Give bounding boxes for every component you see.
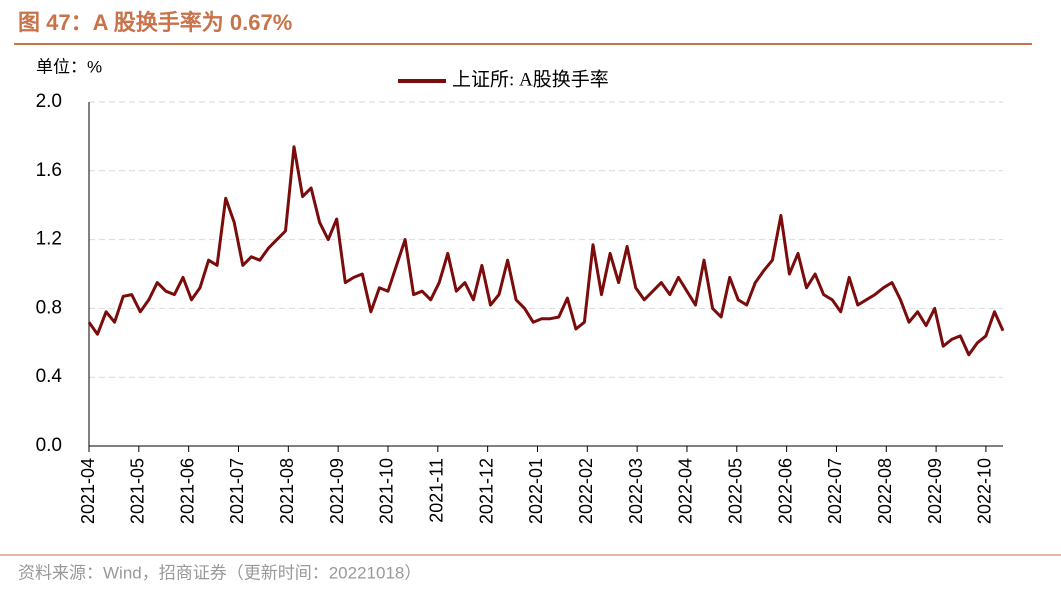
- x-tick-label: 2022-08: [875, 458, 895, 524]
- x-tick-label: 2021-11: [427, 458, 447, 523]
- unit-label: 单位：%: [36, 57, 102, 76]
- y-tick-label: 2.0: [36, 91, 62, 112]
- y-tick-label: 0.0: [36, 435, 62, 456]
- x-tick-label: 2021-10: [377, 458, 397, 524]
- x-tick-label: 2022-04: [676, 458, 696, 524]
- series-line: [87, 145, 1005, 357]
- x-tick-label: 2021-06: [177, 458, 197, 524]
- x-tick-label: 2022-02: [576, 458, 596, 524]
- x-tick-label: 2022-10: [975, 458, 995, 524]
- legend-label: 上证所: A股换手率: [452, 68, 609, 90]
- x-tick-label: 2021-09: [327, 458, 347, 524]
- y-tick-label: 0.8: [36, 297, 62, 318]
- x-tick-label: 2022-05: [726, 458, 746, 524]
- x-tick-label: 2022-07: [825, 458, 845, 524]
- x-tick-label: 2021-07: [227, 458, 247, 524]
- x-tick-label: 2022-06: [775, 458, 795, 524]
- chart-title: 图 47：A 股换手率为 0.67%: [18, 10, 292, 35]
- x-tick-label: 2022-03: [626, 458, 646, 524]
- y-tick-label: 0.4: [36, 366, 63, 387]
- x-tick-label: 2022-01: [526, 458, 546, 524]
- x-tick-label: 2021-04: [78, 458, 98, 524]
- x-tick-label: 2021-12: [476, 458, 496, 524]
- source-note: 资料来源：Wind，招商证券（更新时间：20221018）: [18, 563, 421, 582]
- y-tick-label: 1.6: [36, 160, 62, 181]
- y-tick-label: 1.2: [36, 229, 62, 250]
- x-tick-label: 2021-08: [277, 458, 297, 524]
- x-tick-label: 2022-09: [925, 458, 945, 524]
- x-tick-label: 2021-05: [128, 458, 148, 524]
